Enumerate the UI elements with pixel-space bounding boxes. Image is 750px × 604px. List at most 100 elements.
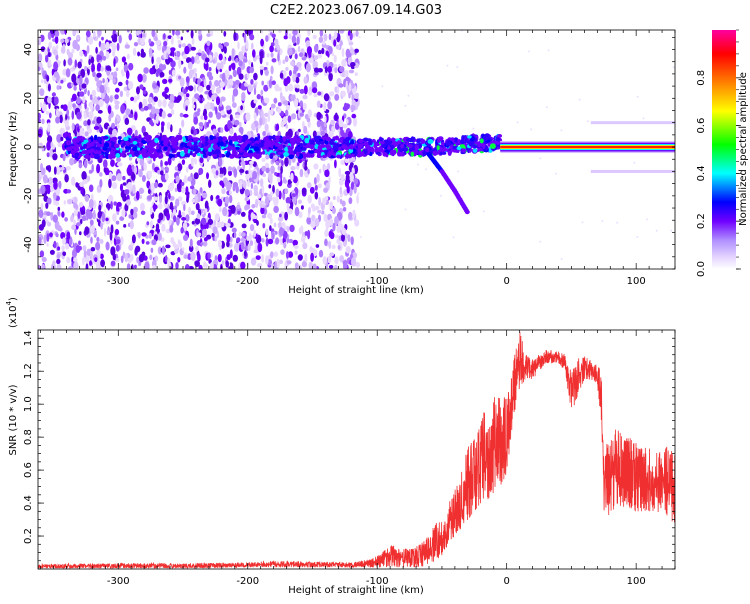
noise-dot	[220, 61, 224, 70]
noise-dot	[70, 82, 74, 87]
noise-dot	[125, 90, 130, 98]
noise-dot	[633, 161, 636, 164]
noise-dot	[337, 245, 341, 250]
noise-dot	[283, 78, 289, 87]
band-dot	[296, 137, 302, 143]
noise-dot	[71, 73, 77, 83]
noise-dot	[106, 229, 110, 235]
spectrogram-y-label: Frequency (Hz)	[8, 111, 19, 187]
noise-dot	[343, 78, 347, 88]
noise-dot	[128, 214, 132, 219]
noise-dot	[40, 46, 46, 52]
noise-dot	[105, 65, 111, 71]
noise-dot	[253, 99, 258, 104]
noise-dot	[204, 90, 210, 95]
noise-dot	[351, 99, 356, 106]
noise-dot	[86, 45, 90, 54]
noise-dot	[66, 189, 72, 194]
noise-dot	[124, 252, 128, 263]
noise-dot	[107, 86, 110, 94]
noise-dot	[175, 98, 180, 103]
noise-dot	[142, 89, 147, 95]
noise-dot	[88, 184, 94, 193]
noise-dot	[232, 88, 239, 97]
noise-dot	[125, 79, 129, 86]
band-dot	[385, 141, 392, 146]
noise-dot	[248, 167, 251, 178]
noise-dot	[183, 254, 188, 259]
band-dot	[387, 146, 391, 150]
noise-dot	[287, 179, 291, 185]
noise-dot	[41, 263, 45, 269]
noise-dot	[170, 35, 174, 45]
band-dot	[137, 147, 141, 151]
noise-dot	[177, 163, 183, 172]
noise-dot	[307, 229, 311, 240]
noise-dot	[293, 245, 299, 249]
noise-dot	[216, 112, 222, 120]
noise-dot	[265, 228, 269, 236]
noise-dot	[193, 84, 196, 93]
noise-dot	[64, 38, 69, 44]
band-dot	[94, 153, 100, 160]
noise-dot	[172, 30, 175, 36]
noise-dot	[258, 200, 261, 205]
noise-dot	[98, 204, 102, 212]
noise-dot	[168, 192, 171, 200]
noise-dot	[226, 233, 231, 243]
noise-dot	[129, 220, 134, 230]
noise-dot	[103, 166, 107, 173]
noise-dot	[581, 221, 584, 224]
noise-dot	[212, 226, 218, 235]
noise-dot	[253, 190, 259, 197]
noise-dot	[73, 219, 76, 226]
noise-dot	[96, 116, 102, 124]
noise-dot	[149, 119, 153, 125]
noise-dot	[105, 41, 110, 51]
band-dot	[369, 152, 373, 156]
noise-dot	[260, 89, 264, 96]
band-dot	[189, 146, 195, 151]
noise-dot	[198, 167, 204, 175]
noise-dot	[197, 108, 201, 113]
noise-dot	[317, 68, 323, 73]
noise-dot	[284, 157, 289, 167]
noise-dot	[153, 119, 157, 126]
noise-dot	[128, 62, 134, 71]
band-dot	[380, 141, 385, 145]
noise-dot	[339, 40, 343, 46]
noise-dot	[109, 42, 115, 47]
noise-dot	[304, 159, 308, 168]
noise-dot	[274, 197, 279, 206]
noise-dot	[261, 80, 265, 86]
noise-dot	[260, 38, 264, 47]
noise-dot	[62, 154, 66, 162]
noise-dot	[285, 251, 290, 259]
noise-dot	[99, 253, 104, 260]
noise-dot	[273, 205, 279, 213]
noise-dot	[223, 30, 227, 37]
noise-dot	[264, 123, 269, 132]
noise-dot	[113, 58, 116, 67]
noise-dot	[38, 209, 44, 219]
noise-dot	[350, 236, 354, 246]
noise-dot	[47, 52, 51, 58]
noise-dot	[315, 244, 320, 248]
noise-dot	[307, 109, 312, 118]
noise-dot	[356, 194, 359, 204]
noise-dot	[331, 244, 336, 250]
noise-dot	[111, 122, 116, 129]
noise-dot	[311, 214, 315, 222]
noise-dot	[271, 157, 276, 163]
noise-dot	[126, 30, 130, 33]
noise-dot	[155, 115, 159, 124]
noise-dot	[351, 157, 356, 162]
noise-dot	[126, 53, 130, 60]
noise-dot	[288, 238, 294, 244]
noise-dot	[202, 228, 207, 237]
noise-dot	[318, 196, 321, 206]
noise-dot	[231, 48, 235, 57]
noise-dot	[341, 233, 345, 242]
noise-dot	[292, 175, 298, 184]
